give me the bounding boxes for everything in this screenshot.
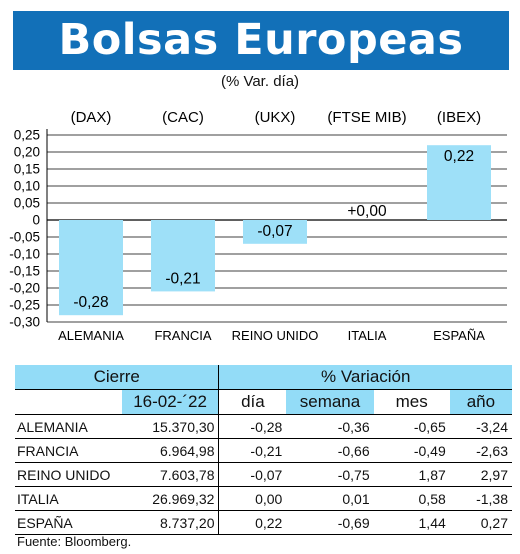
x-tick-label: ALEMANIA <box>58 328 124 343</box>
row-semana: -0,69 <box>286 510 374 535</box>
row-mes: 1,44 <box>373 510 450 535</box>
index-label: (UKX) <box>255 109 296 126</box>
row-semana: -0,75 <box>286 462 374 487</box>
row-name: ALEMANIA <box>15 414 122 439</box>
table-row: REINO UNIDO 7.603,78 -0,07 -0,75 1,87 2,97 <box>15 462 512 487</box>
table-row: ESPAÑA 8.737,20 0,22 -0,69 1,44 0,27 <box>15 510 512 535</box>
y-tick-label: -0,25 <box>9 298 40 313</box>
header-cierre: Cierre <box>15 365 219 390</box>
y-tick-label: -0,10 <box>9 247 40 262</box>
data-label: -0,28 <box>73 294 108 311</box>
x-tick-label: ESPAÑA <box>433 328 485 343</box>
row-name: ESPAÑA <box>15 510 122 535</box>
table-header-row: Cierre % Variación <box>15 365 512 390</box>
row-name: FRANCIA <box>15 438 122 463</box>
row-anio: 2,97 <box>449 462 512 487</box>
row-anio: -3,24 <box>449 414 512 439</box>
row-name: REINO UNIDO <box>15 462 122 487</box>
index-label: (IBEX) <box>437 109 481 126</box>
header-date: 16-02-´22 <box>121 389 219 415</box>
row-cierre: 15.370,30 <box>121 414 219 439</box>
bar <box>243 220 307 244</box>
header-mes: mes <box>373 389 450 415</box>
index-label: (CAC) <box>162 109 204 126</box>
row-semana: 0,01 <box>286 486 374 511</box>
y-tick-label: 0,25 <box>14 128 40 143</box>
header-dia: día <box>218 389 287 415</box>
row-mes: 0,58 <box>373 486 450 511</box>
row-dia: -0,21 <box>218 438 287 463</box>
y-tick-label: 0,20 <box>14 145 40 160</box>
row-anio: -1,38 <box>449 486 512 511</box>
row-anio: -2,63 <box>449 438 512 463</box>
page-title: Bolsas Europeas <box>58 15 464 65</box>
header-anio: año <box>449 389 512 415</box>
bar <box>59 220 123 316</box>
row-semana: -0,66 <box>286 438 374 463</box>
y-tick-label: -0,20 <box>9 281 40 296</box>
row-name: ITALIA <box>15 486 122 511</box>
x-tick-label: FRANCIA <box>154 328 211 343</box>
x-tick-label: REINO UNIDO <box>232 328 319 343</box>
y-tick-label: 0,15 <box>14 162 40 177</box>
markets-table: Cierre % Variación 16-02-´22 día semana … <box>15 365 512 535</box>
x-tick-label: ITALIA <box>348 328 387 343</box>
title-banner: Bolsas Europeas <box>13 11 509 70</box>
header-semana: semana <box>286 389 374 415</box>
row-mes: -0,49 <box>373 438 450 463</box>
data-label: -0,21 <box>165 270 200 287</box>
data-label: -0,07 <box>257 223 292 240</box>
table-row: FRANCIA 6.964,98 -0,21 -0,66 -0,49 -2,63 <box>15 438 512 463</box>
chart-subtitle: (% Var. día) <box>220 73 300 90</box>
row-cierre: 8.737,20 <box>121 510 219 535</box>
index-label: (DAX) <box>71 109 112 126</box>
y-tick-label: 0,10 <box>14 179 40 194</box>
row-dia: 0,00 <box>218 486 287 511</box>
row-semana: -0,36 <box>286 414 374 439</box>
y-tick-label: 0,05 <box>14 196 40 211</box>
header-variacion: % Variación <box>218 365 512 390</box>
bar-chart: -0,30 -0,25 -0,20 -0,15 -0,10 -0,05 0 0,05 0,10 0… <box>9 109 507 343</box>
row-mes: -0,65 <box>373 414 450 439</box>
y-tick-label: -0,05 <box>9 230 40 245</box>
row-mes: 1,87 <box>373 462 450 487</box>
row-dia: -0,07 <box>218 462 287 487</box>
header-empty <box>15 389 122 415</box>
row-dia: 0,22 <box>218 510 287 535</box>
bar <box>151 220 215 292</box>
data-label: +0,00 <box>347 203 387 220</box>
y-tick-label: -0,30 <box>9 315 40 330</box>
row-anio: 0,27 <box>449 510 512 535</box>
table-row: ITALIA 26.969,32 0,00 0,01 0,58 -1,38 <box>15 486 512 511</box>
y-tick-label: -0,15 <box>9 264 40 279</box>
row-cierre: 26.969,32 <box>121 486 219 511</box>
data-label: 0,22 <box>444 148 474 165</box>
row-dia: -0,28 <box>218 414 287 439</box>
table-row: ALEMANIA 15.370,30 -0,28 -0,36 -0,65 -3,24 <box>15 414 512 439</box>
source-note: Fuente: Bloomberg. <box>17 534 132 549</box>
index-label: (FTSE MIB) <box>327 109 406 126</box>
bar <box>427 145 491 220</box>
y-tick-label: 0 <box>32 213 40 228</box>
row-cierre: 7.603,78 <box>121 462 219 487</box>
row-cierre: 6.964,98 <box>121 438 219 463</box>
table-subheader-row: 16-02-´22 día semana mes año <box>15 389 512 415</box>
